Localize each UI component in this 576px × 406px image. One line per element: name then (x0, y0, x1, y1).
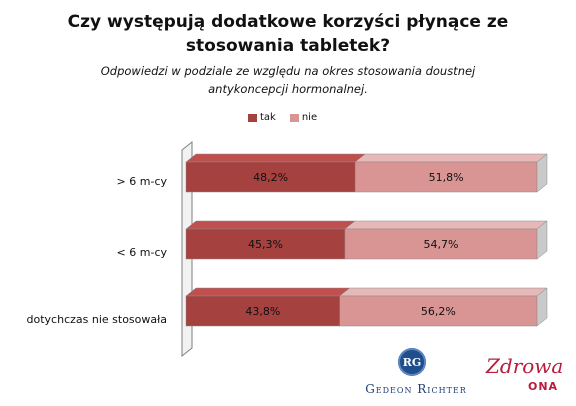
data-label-nie-0: 51,8% (429, 171, 464, 184)
legend-item-nie: nie (289, 112, 318, 124)
legend-swatch-tak (248, 114, 257, 122)
bar-top-tak-1 (185, 220, 356, 230)
data-label-tak-0: 48,2% (253, 171, 288, 184)
legend-label-nie: nie (301, 112, 318, 123)
gedeon-richter-logo: RG Gedeon Richter (346, 348, 486, 402)
bar-top-tak-2 (185, 287, 351, 297)
bar-end-cap-1 (536, 220, 548, 260)
zdrowa-ona-logo: Zdrowa ONA (482, 352, 572, 402)
bar-top-nie-1 (344, 220, 548, 230)
chart-title-line-1: Czy występują dodatkowe korzyści płynące… (67, 12, 509, 32)
bar-tak-1 (185, 228, 346, 260)
bar-end-cap-0 (536, 153, 548, 193)
bar-nie-0 (354, 161, 538, 193)
chart-title: Czy występują dodatkowe korzyści płynące… (40, 10, 536, 58)
data-label-nie-2: 56,2% (421, 305, 456, 318)
bar-nie-1 (344, 228, 538, 260)
legend-item-tak: tak (248, 112, 276, 124)
richter-logo-text: Gedeon Richter (365, 382, 467, 396)
chart-subtitle-line-1: Odpowiedzi w podziale ze względu na okre… (100, 64, 476, 78)
bar-top-tak-0 (185, 153, 366, 163)
category-label-1: < 6 m-cy (117, 246, 168, 259)
zdrowa-logo-script: Zdrowa (486, 354, 564, 378)
bar-top-nie-2 (339, 287, 548, 297)
legend-label-tak: tak (260, 112, 276, 123)
chart-title-line-2: stosowania tabletek? (185, 36, 391, 56)
chart-legend: tak nie (248, 112, 317, 124)
data-label-nie-1: 54,7% (424, 238, 459, 251)
ona-logo-text: ONA (528, 380, 559, 393)
bar-nie-2 (339, 295, 538, 327)
bar-tak-0 (185, 161, 356, 193)
legend-swatch-nie (289, 114, 299, 122)
bar-top-nie-0 (354, 153, 548, 163)
category-label-0: > 6 m-cy (117, 175, 168, 188)
bar-end-cap-2 (536, 287, 548, 327)
data-label-tak-1: 45,3% (248, 238, 283, 251)
data-label-tak-2: 43,8% (245, 305, 280, 318)
richter-badge-icon: RG (398, 348, 426, 376)
chart-subtitle: Odpowiedzi w podziale ze względu na okre… (40, 62, 536, 98)
category-label-2: dotychczas nie stosowała (27, 313, 167, 326)
chart-subtitle-line-2: antykoncepcji hormonalnej. (208, 82, 368, 96)
